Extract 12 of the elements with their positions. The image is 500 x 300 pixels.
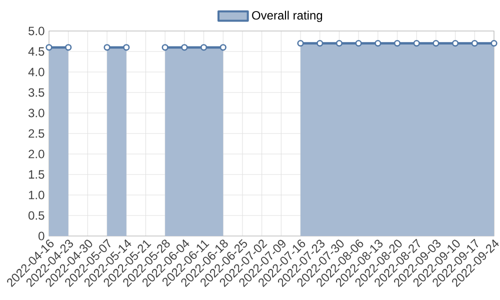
y-tick-label: 3.5 <box>28 88 44 97</box>
y-tick-label: 0 <box>38 232 44 240</box>
y-tick-label: 4.5 <box>28 47 44 56</box>
legend-label: Overall rating <box>252 10 322 22</box>
y-tick-label: 2.0 <box>28 150 44 158</box>
y-tick-label: 1.0 <box>28 190 44 200</box>
y-tick-label: 3.0 <box>28 108 44 118</box>
y-tick-label: 4.0 <box>28 68 44 76</box>
y-tick-label: 1.5 <box>28 170 44 179</box>
y-tick-label: 5.0 <box>28 26 44 36</box>
y-tick-label: 0.5 <box>28 211 44 220</box>
y-tick-label: 2.5 <box>28 129 44 138</box>
